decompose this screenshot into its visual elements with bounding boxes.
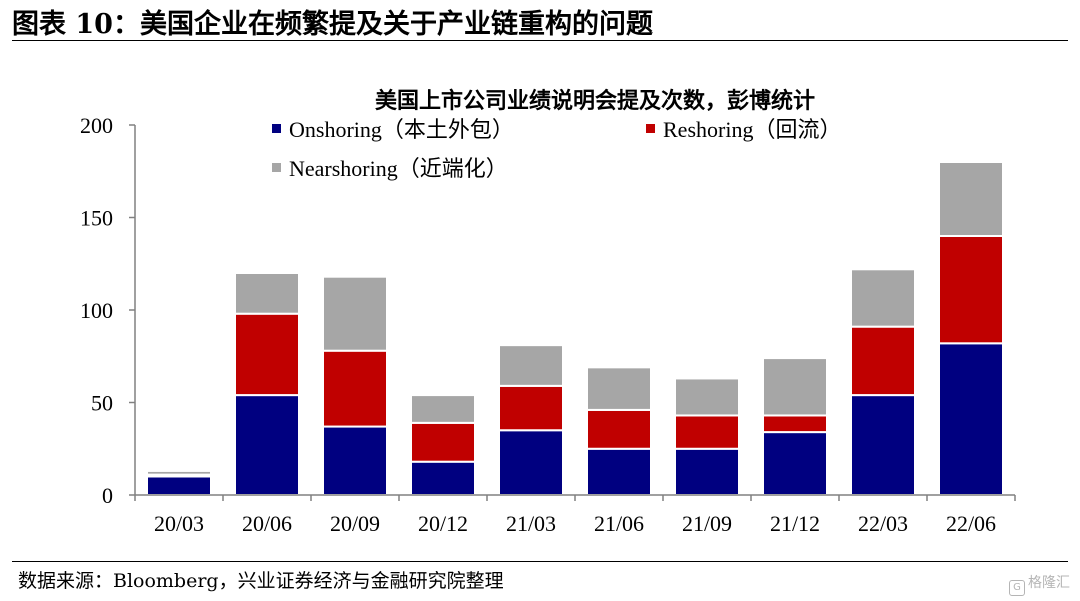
bar-segment-reshoring xyxy=(762,414,828,434)
bar-segment-onshoring xyxy=(146,475,212,496)
footer-divider xyxy=(12,561,1068,562)
y-tick-label: 0 xyxy=(102,483,113,508)
x-tick-label: 20/12 xyxy=(418,511,468,536)
legend-label: Onshoring（本土外包） xyxy=(289,117,514,142)
bar-segment-reshoring xyxy=(234,312,300,397)
y-tick-label: 200 xyxy=(80,113,113,138)
bar-segment-onshoring xyxy=(410,460,476,497)
y-tick-label: 150 xyxy=(80,206,113,231)
watermark-text: 格隆汇 xyxy=(1028,575,1070,591)
legend-swatch xyxy=(646,124,655,133)
figure-title: 图表 10：美国企业在频繁提及关于产业链重构的问题 xyxy=(12,9,653,40)
bar-segment-nearshoring xyxy=(674,377,740,417)
bar-segment-reshoring xyxy=(498,384,564,432)
bar-segment-reshoring xyxy=(850,325,916,397)
x-tick-label: 22/03 xyxy=(858,511,908,536)
x-tick-label: 20/06 xyxy=(242,511,292,536)
bar-segment-onshoring xyxy=(586,447,652,496)
watermark: G 格隆汇 xyxy=(1009,572,1070,596)
axes-group: 0 50 100 150 200 20/03 20/06 20/09 20/12 21/03 21/… xyxy=(80,113,1016,536)
bar-segment-onshoring xyxy=(498,429,564,496)
bar-segment-onshoring xyxy=(850,394,916,497)
bar-segment-nearshoring xyxy=(762,357,828,417)
bar-segment-reshoring xyxy=(938,235,1004,345)
legend-label: Nearshoring（近端化） xyxy=(289,156,508,181)
source-note: 数据来源：Bloomberg，兴业证券经济与金融研究院整理 xyxy=(18,570,504,592)
bar-segment-nearshoring xyxy=(322,275,388,352)
bar-segment-onshoring xyxy=(234,394,300,497)
y-tick-label: 100 xyxy=(80,298,113,323)
bar-segment-nearshoring xyxy=(234,272,300,315)
bar-segment-nearshoring xyxy=(586,366,652,411)
bar-segment-reshoring xyxy=(674,414,740,450)
bar-segment-reshoring xyxy=(410,421,476,463)
title-divider xyxy=(12,40,1068,41)
bar-segment-nearshoring xyxy=(938,161,1004,237)
bar-segment-nearshoring xyxy=(146,469,212,476)
bar-segment-onshoring xyxy=(322,425,388,496)
bar-segment-onshoring xyxy=(938,342,1004,496)
chart-legend: Onshoring（本土外包） Reshoring（回流） Nearshoring（… xyxy=(272,117,841,181)
x-tick-label: 21/09 xyxy=(682,511,732,536)
x-tick-label: 20/03 xyxy=(154,511,204,536)
bar-segment-onshoring xyxy=(674,447,740,496)
bar-segment-nearshoring xyxy=(498,344,564,387)
bar-segment-reshoring xyxy=(322,349,388,428)
bar-segment-nearshoring xyxy=(410,394,476,424)
x-tick-label: 21/06 xyxy=(594,511,644,536)
watermark-logo-icon: G xyxy=(1009,580,1025,596)
legend-swatch xyxy=(272,124,281,133)
bar-segment-onshoring xyxy=(762,431,828,497)
stacked-bar-chart: 美国上市公司业绩说明会提及次数，彭博统计 Onshoring（本土外包） Resh… xyxy=(80,88,1016,536)
x-tick-label: 20/09 xyxy=(330,511,380,536)
x-tick-label: 21/12 xyxy=(770,511,820,536)
bar-segment-nearshoring xyxy=(850,268,916,328)
legend-swatch xyxy=(272,163,281,172)
bars-group xyxy=(146,161,1004,497)
legend-label: Reshoring（回流） xyxy=(663,117,841,142)
chart-title: 美国上市公司业绩说明会提及次数，彭博统计 xyxy=(375,88,815,113)
x-tick-label: 22/06 xyxy=(946,511,996,536)
bar-segment-reshoring xyxy=(586,408,652,450)
x-tick-label: 21/03 xyxy=(506,511,556,536)
y-tick-label: 50 xyxy=(91,391,113,416)
